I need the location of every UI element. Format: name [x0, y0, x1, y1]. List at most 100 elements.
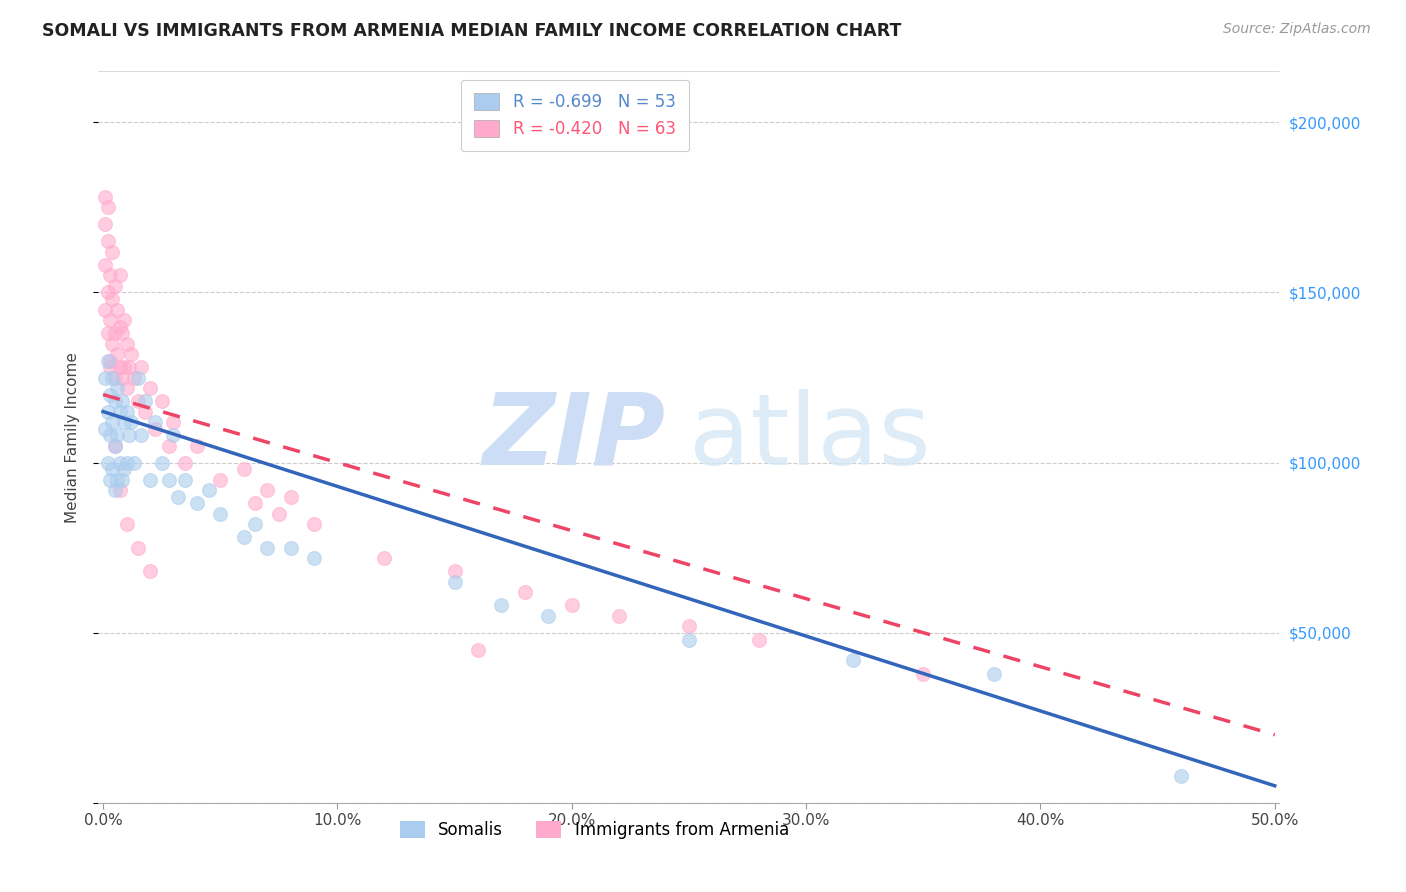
Point — [134, 404, 156, 418]
Point — [101, 415, 124, 429]
Text: atlas: atlas — [689, 389, 931, 485]
Point — [97, 404, 120, 418]
Point — [104, 483, 127, 497]
Point — [98, 428, 121, 442]
Point — [678, 619, 700, 633]
Point — [162, 415, 184, 429]
Point — [129, 360, 152, 375]
Point — [139, 565, 162, 579]
Point — [111, 394, 134, 409]
Point — [209, 473, 232, 487]
Point — [209, 507, 232, 521]
Point — [256, 541, 278, 555]
Point — [678, 632, 700, 647]
Point — [467, 642, 489, 657]
Point — [94, 370, 117, 384]
Point — [174, 456, 197, 470]
Point — [101, 244, 124, 259]
Point — [105, 428, 128, 442]
Y-axis label: Median Family Income: Median Family Income — [65, 351, 80, 523]
Point — [111, 473, 134, 487]
Point — [94, 190, 117, 204]
Point — [98, 268, 121, 283]
Point — [101, 462, 124, 476]
Point — [105, 347, 128, 361]
Text: Source: ZipAtlas.com: Source: ZipAtlas.com — [1223, 22, 1371, 37]
Point — [118, 428, 141, 442]
Point — [98, 387, 121, 401]
Text: SOMALI VS IMMIGRANTS FROM ARMENIA MEDIAN FAMILY INCOME CORRELATION CHART: SOMALI VS IMMIGRANTS FROM ARMENIA MEDIAN… — [42, 22, 901, 40]
Point — [98, 312, 121, 326]
Point — [912, 666, 935, 681]
Point — [561, 599, 583, 613]
Point — [115, 381, 138, 395]
Point — [115, 456, 138, 470]
Point — [97, 353, 120, 368]
Point — [97, 285, 120, 300]
Point — [94, 421, 117, 435]
Point — [150, 394, 173, 409]
Point — [139, 473, 162, 487]
Point — [105, 381, 128, 395]
Point — [120, 347, 142, 361]
Point — [280, 541, 302, 555]
Point — [108, 456, 131, 470]
Point — [108, 404, 131, 418]
Point — [186, 496, 208, 510]
Point — [101, 336, 124, 351]
Point — [97, 456, 120, 470]
Point — [111, 370, 134, 384]
Point — [112, 415, 135, 429]
Point — [143, 421, 166, 435]
Point — [120, 415, 142, 429]
Point — [122, 456, 145, 470]
Point — [101, 370, 124, 384]
Point — [104, 439, 127, 453]
Point — [748, 632, 770, 647]
Point — [157, 473, 180, 487]
Point — [115, 336, 138, 351]
Point — [108, 483, 131, 497]
Point — [108, 360, 131, 375]
Point — [94, 302, 117, 317]
Point — [232, 531, 254, 545]
Point — [101, 293, 124, 307]
Point — [245, 516, 267, 531]
Point — [115, 516, 138, 531]
Point — [127, 394, 149, 409]
Point — [174, 473, 197, 487]
Point — [94, 258, 117, 272]
Point — [150, 456, 173, 470]
Text: ZIP: ZIP — [482, 389, 665, 485]
Point — [1170, 768, 1192, 782]
Point — [186, 439, 208, 453]
Point — [112, 360, 135, 375]
Point — [537, 608, 560, 623]
Point — [97, 326, 120, 341]
Point — [98, 473, 121, 487]
Point — [373, 550, 395, 565]
Point — [607, 608, 630, 623]
Legend: Somalis, Immigrants from Armenia: Somalis, Immigrants from Armenia — [394, 814, 796, 846]
Point — [280, 490, 302, 504]
Point — [105, 473, 128, 487]
Point — [157, 439, 180, 453]
Point — [143, 415, 166, 429]
Point — [108, 319, 131, 334]
Point — [267, 507, 290, 521]
Point — [122, 370, 145, 384]
Point — [443, 574, 465, 589]
Point — [111, 326, 134, 341]
Point — [302, 516, 325, 531]
Point — [104, 278, 127, 293]
Point — [112, 462, 135, 476]
Point — [197, 483, 219, 497]
Point — [443, 565, 465, 579]
Point — [127, 541, 149, 555]
Point — [104, 394, 127, 409]
Point — [245, 496, 267, 510]
Point — [302, 550, 325, 565]
Point — [104, 370, 127, 384]
Point — [139, 381, 162, 395]
Point — [256, 483, 278, 497]
